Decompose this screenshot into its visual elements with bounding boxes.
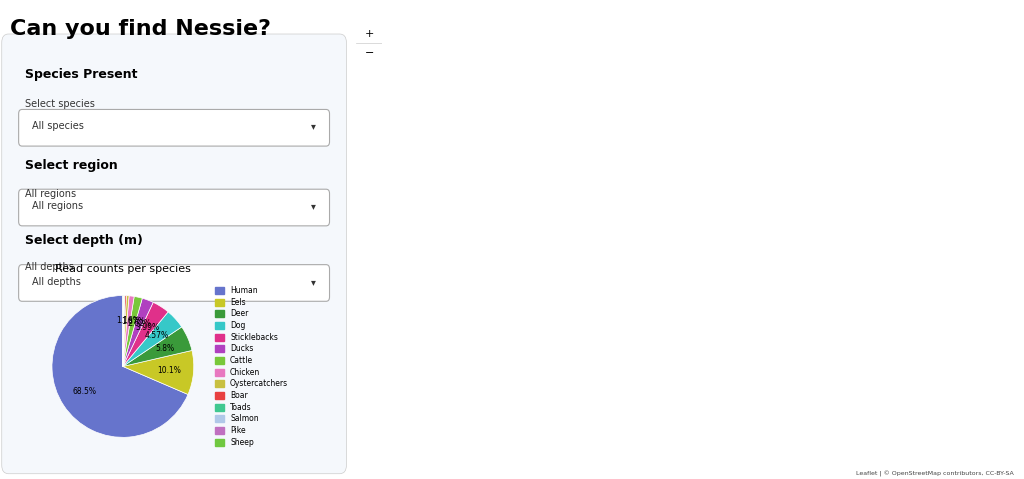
Text: All regions: All regions (26, 189, 77, 199)
Legend: Human, Eels, Deer, Dog, Sticklebacks, Ducks, Cattle, Chicken, Oystercatchers, Bo: Human, Eels, Deer, Dog, Sticklebacks, Du… (212, 283, 291, 450)
Wedge shape (123, 296, 124, 366)
Text: 10.1%: 10.1% (157, 366, 180, 375)
Wedge shape (123, 296, 129, 366)
Text: 5.8%: 5.8% (156, 343, 175, 353)
Text: ▾: ▾ (311, 202, 316, 211)
FancyBboxPatch shape (18, 110, 330, 146)
Text: 4.57%: 4.57% (145, 331, 169, 340)
Wedge shape (123, 296, 126, 366)
Text: 1.16%: 1.16% (117, 316, 140, 325)
Text: Select species: Select species (26, 99, 95, 109)
Text: 68.5%: 68.5% (73, 388, 96, 396)
Text: Select depth (m): Select depth (m) (26, 234, 143, 248)
Text: Leaflet | © OpenStreetMap contributors, CC-BY-SA: Leaflet | © OpenStreetMap contributors, … (856, 470, 1014, 477)
Wedge shape (52, 296, 188, 437)
Wedge shape (123, 312, 181, 366)
Title: Read counts per species: Read counts per species (55, 264, 190, 274)
Wedge shape (123, 302, 168, 366)
Wedge shape (123, 298, 154, 366)
Wedge shape (123, 297, 142, 366)
Text: 1.87%: 1.87% (121, 317, 144, 326)
Text: 3.99%: 3.99% (135, 323, 160, 332)
Text: ▾: ▾ (311, 277, 316, 287)
Text: All depths: All depths (26, 262, 75, 273)
Wedge shape (123, 351, 194, 395)
FancyBboxPatch shape (2, 34, 346, 474)
Text: 2.62%: 2.62% (127, 319, 151, 328)
FancyBboxPatch shape (18, 189, 330, 226)
Text: Can you find Nessie?: Can you find Nessie? (10, 19, 271, 39)
Wedge shape (123, 327, 191, 366)
FancyBboxPatch shape (18, 264, 330, 301)
Text: Select region: Select region (26, 159, 118, 172)
Text: +: + (365, 29, 374, 38)
Text: Species Present: Species Present (26, 68, 138, 81)
Text: All depths: All depths (32, 277, 81, 287)
Text: All species: All species (32, 121, 84, 131)
Text: −: − (365, 48, 374, 57)
Wedge shape (123, 296, 134, 366)
Wedge shape (123, 296, 125, 366)
Text: ▾: ▾ (311, 121, 316, 131)
Text: All regions: All regions (32, 202, 83, 211)
